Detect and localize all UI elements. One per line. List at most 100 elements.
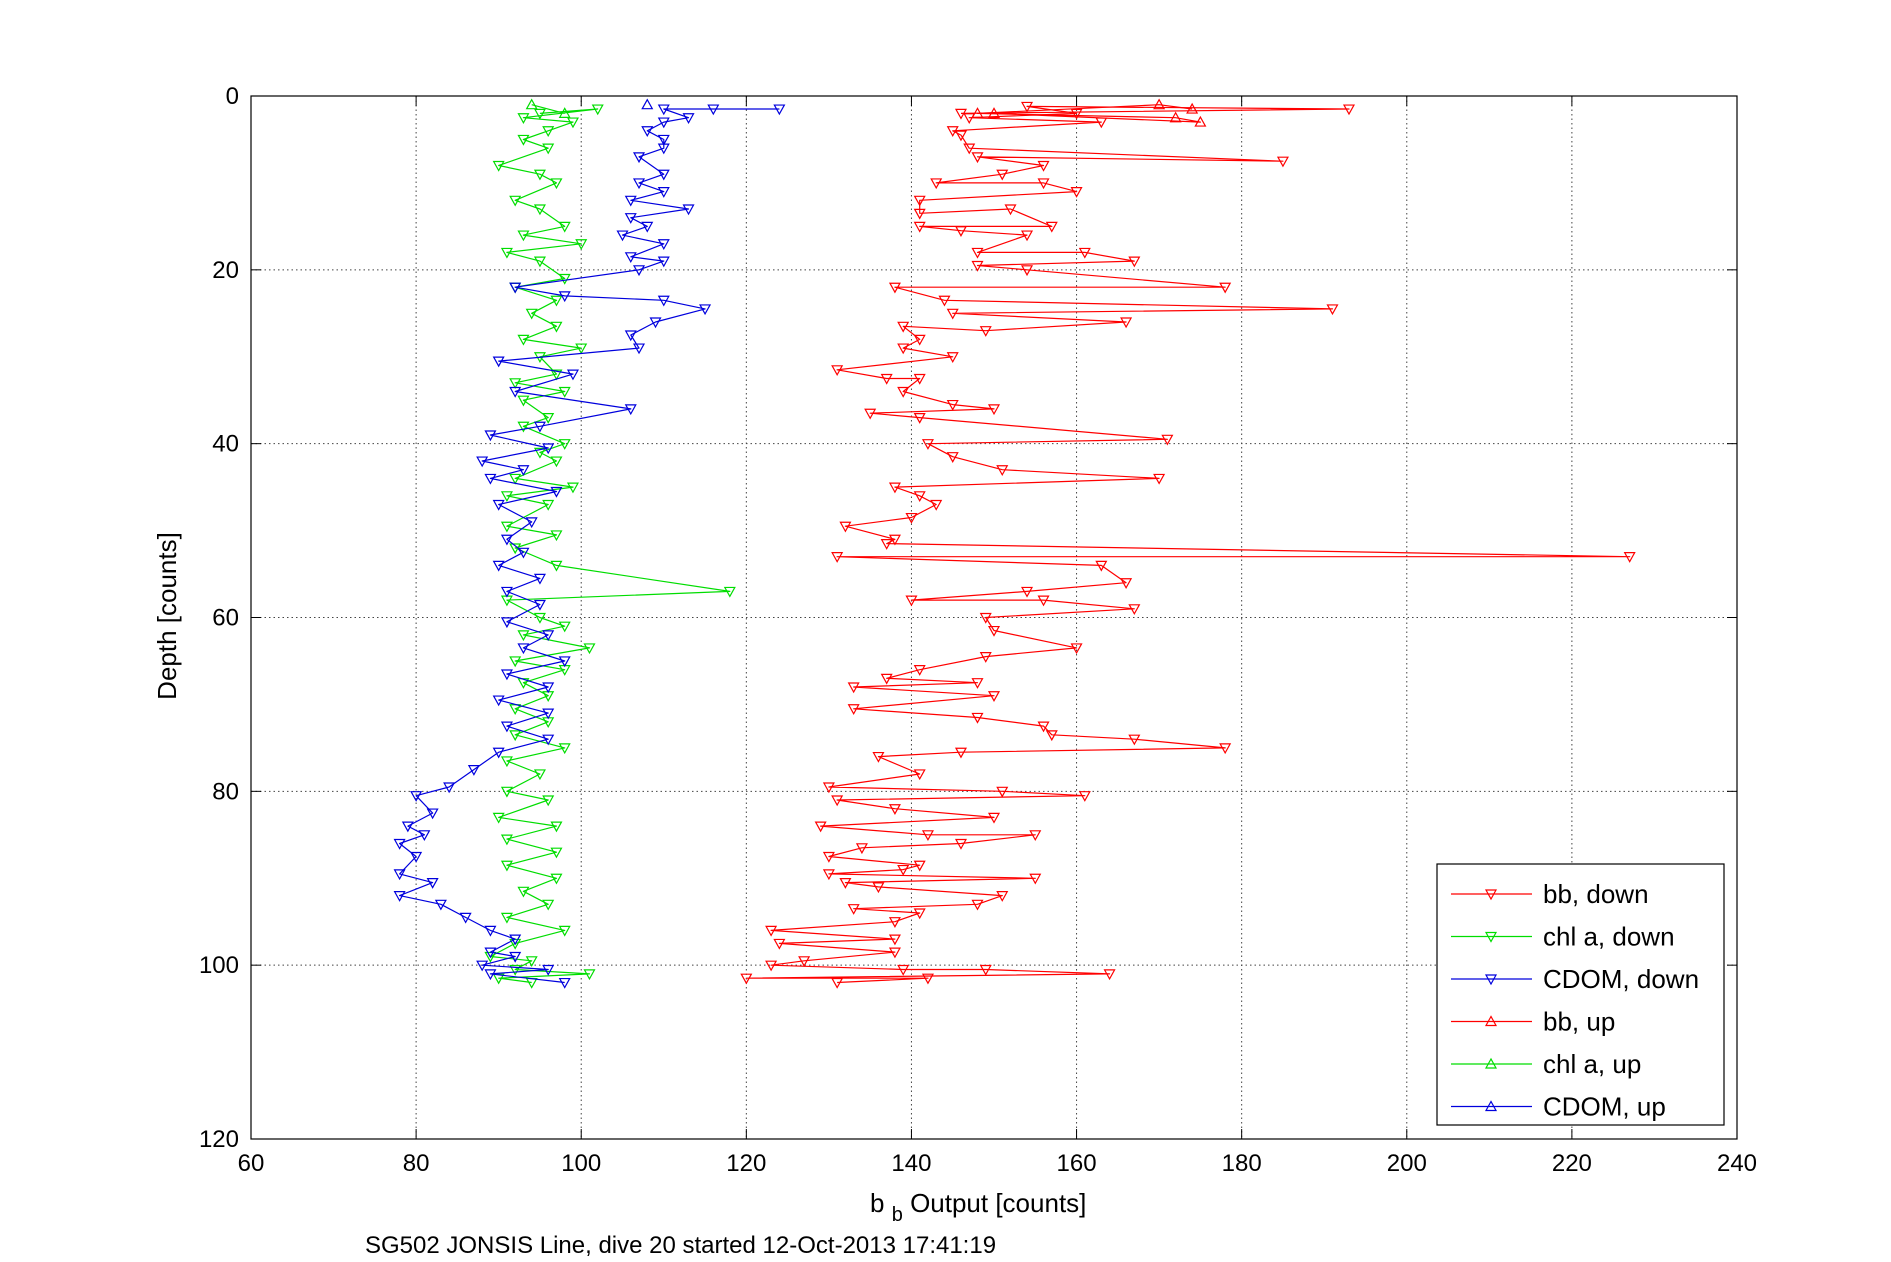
- y-tick-label: 0: [226, 83, 239, 110]
- y-tick-label: 120: [199, 1126, 239, 1153]
- data-point-marker: [707, 104, 720, 116]
- data-point-marker: [913, 908, 926, 920]
- data-point-marker: [500, 756, 513, 768]
- data-point-marker: [575, 343, 588, 355]
- data-point-marker: [624, 330, 637, 342]
- legend-box: [1436, 863, 1725, 1126]
- data-point-marker: [517, 230, 530, 242]
- x-axis-label: b b Output [counts]: [870, 1188, 1086, 1227]
- data-point-marker: [624, 213, 637, 224]
- data-point-marker: [723, 586, 736, 598]
- data-point-marker: [616, 230, 629, 242]
- data-point-marker: [979, 652, 992, 663]
- data-point-marker: [921, 830, 934, 842]
- data-point-marker: [533, 599, 546, 611]
- data-point-marker: [542, 499, 555, 511]
- data-point-marker: [847, 682, 860, 694]
- data-point-marker: [550, 560, 563, 572]
- legend-marker: [1484, 974, 1498, 986]
- data-point-marker: [657, 187, 670, 198]
- data-point-marker: [566, 369, 579, 381]
- data-point-marker: [533, 256, 546, 268]
- legend-label: chl a, up: [1543, 1049, 1641, 1079]
- data-point-marker: [492, 160, 505, 172]
- data-point-marker: [1078, 791, 1091, 802]
- data-point-marker: [996, 891, 1009, 902]
- data-point-marker: [533, 769, 546, 781]
- data-point-marker: [500, 912, 513, 924]
- data-point-marker: [517, 630, 530, 642]
- legend-label: chl a, down: [1543, 922, 1675, 952]
- data-point-marker: [558, 221, 571, 233]
- data-point-marker: [500, 247, 513, 259]
- data-point-marker: [657, 143, 670, 155]
- x-tick-label: 160: [1057, 1150, 1097, 1177]
- x-tick-label: 120: [726, 1150, 766, 1177]
- data-point-marker: [1037, 595, 1050, 607]
- data-point-marker: [814, 821, 827, 833]
- data-point-marker: [954, 838, 967, 850]
- data-point-marker: [1037, 178, 1050, 190]
- data-point-marker: [517, 886, 530, 898]
- data-point-marker: [657, 295, 670, 307]
- data-point-marker: [641, 98, 654, 110]
- data-point-marker: [880, 373, 893, 385]
- data-point-marker: [657, 239, 670, 250]
- data-point-marker: [550, 456, 563, 468]
- data-point-marker: [963, 143, 976, 155]
- x-axis-label-subscript: b: [892, 1204, 903, 1226]
- data-point-marker: [822, 869, 835, 881]
- data-point-marker: [1153, 98, 1166, 110]
- data-point-marker: [492, 747, 505, 759]
- data-point-marker: [1219, 282, 1232, 294]
- data-point-marker: [525, 517, 538, 529]
- data-point-marker: [773, 104, 786, 116]
- data-point-marker: [864, 408, 877, 420]
- data-point-marker: [913, 334, 926, 346]
- data-point-marker: [979, 964, 992, 976]
- data-point-marker: [509, 730, 522, 742]
- data-point-marker: [1153, 473, 1166, 485]
- data-point-marker: [979, 326, 992, 337]
- data-point-marker: [847, 704, 860, 715]
- data-point-marker: [897, 964, 910, 976]
- data-point-marker: [913, 195, 926, 207]
- data-point-marker: [946, 399, 959, 411]
- data-point-marker: [682, 113, 695, 124]
- data-point-marker: [880, 539, 893, 550]
- data-point-marker: [1021, 265, 1034, 277]
- data-point-marker: [459, 912, 472, 924]
- data-point-marker: [575, 239, 588, 250]
- data-point-marker: [550, 486, 563, 498]
- data-point-marker: [1070, 643, 1083, 655]
- data-point-marker: [913, 412, 926, 424]
- legend-marker: [1484, 889, 1498, 901]
- data-point-marker: [550, 178, 563, 190]
- data-point-marker: [550, 530, 563, 542]
- data-point-marker: [558, 439, 571, 450]
- data-point-marker: [624, 404, 637, 416]
- data-point-marker: [492, 560, 505, 572]
- data-point-marker: [500, 491, 513, 503]
- data-point-marker: [533, 108, 546, 120]
- data-point-marker: [897, 386, 910, 398]
- data-point-marker: [517, 465, 530, 476]
- x-tick-label: 80: [403, 1150, 430, 1177]
- data-point-marker: [1070, 108, 1083, 120]
- data-point-marker: [558, 656, 571, 668]
- data-point-marker: [888, 917, 901, 928]
- data-point-marker: [550, 369, 563, 381]
- data-point-marker: [492, 499, 505, 511]
- legend-label: bb, down: [1543, 879, 1649, 909]
- data-point-marker: [996, 465, 1009, 476]
- data-point-marker: [831, 977, 844, 989]
- data-point-marker: [533, 447, 546, 459]
- data-point-marker: [500, 586, 513, 598]
- data-point-marker: [533, 612, 546, 624]
- data-point-marker: [1021, 230, 1034, 242]
- data-point-marker: [542, 412, 555, 424]
- data-point-marker: [831, 552, 844, 563]
- data-point-marker: [517, 334, 530, 346]
- data-point-marker: [888, 282, 901, 294]
